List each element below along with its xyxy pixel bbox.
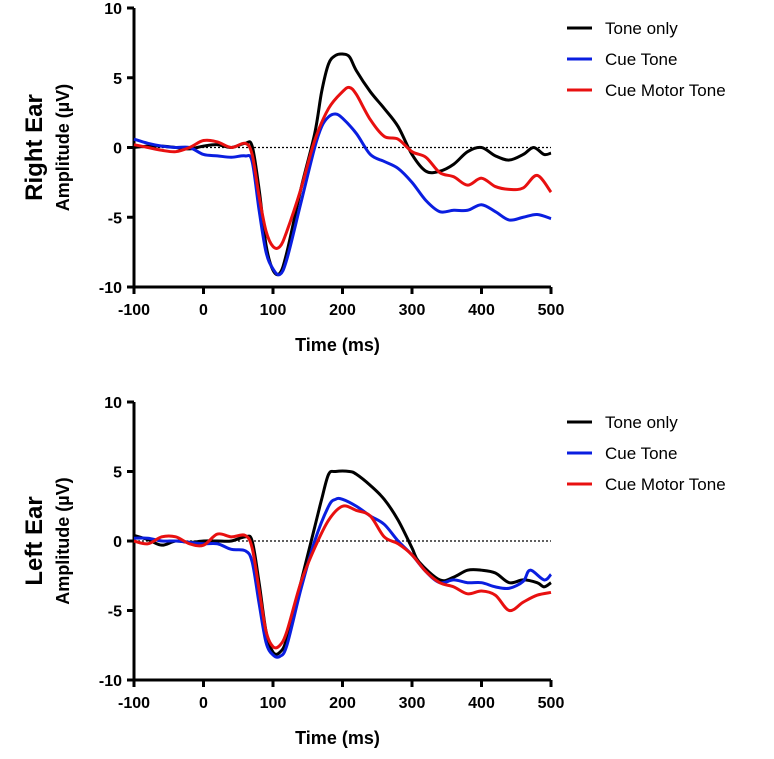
x-axis-label: Time (ms) [295,728,380,748]
y-tick-label: 10 [104,395,122,412]
series-line-cue-tone [133,112,552,277]
x-tick-label: 500 [538,695,565,712]
panel-right-ear: 10 5 0 -5 -10 -100 0 100 200 300 400 500 Time (ms) Am… [21,1,726,355]
x-tick-label: 400 [468,302,495,319]
legend-label: Cue Motor Tone [605,81,726,100]
y-axis-label: Amplitude (µV) [53,477,73,604]
legend-label: Cue Tone [605,444,677,463]
x-tick-label: 300 [399,302,426,319]
y-tick-label: 10 [104,1,122,18]
panel-label: Right Ear [21,94,48,201]
x-tick-label: 300 [399,695,426,712]
x-tick-label: 100 [260,302,287,319]
x-tick-label: 200 [329,695,356,712]
series-line-cue-motor-tone [133,85,553,250]
y-tick-label: -5 [108,604,122,621]
x-tick-label: 200 [329,302,356,319]
series-line-cue-motor-tone [133,504,552,650]
legend-label: Tone only [605,413,678,432]
x-tick-label: -100 [118,695,150,712]
y-tick-label: 5 [113,465,122,482]
y-tick-label: 5 [113,71,122,88]
x-tick-label: 400 [468,695,495,712]
legend-label: Cue Motor Tone [605,475,726,494]
x-tick-label: 500 [538,302,565,319]
y-tick-label: 0 [113,534,122,551]
legend-label: Tone only [605,19,678,38]
series-line-cue-tone [133,496,553,659]
y-tick-label: -10 [99,280,122,297]
x-tick-label: 0 [199,302,208,319]
legend-label: Cue Tone [605,50,677,69]
y-tick-label: -5 [108,210,122,227]
panel-left-ear: 10 5 0 -5 -10 -100 0 100 200 300 400 500 Time (ms) Am… [21,395,726,748]
x-tick-label: 0 [199,695,208,712]
series-line-tone-only [133,52,552,277]
series-line-tone-only [133,469,552,656]
x-axis-label: Time (ms) [295,335,380,355]
x-tick-label: 100 [260,695,287,712]
y-axis-label: Amplitude (µV) [53,84,73,211]
y-tick-label: 0 [113,141,122,158]
panel-label: Left Ear [21,496,48,585]
x-tick-label: -100 [118,302,150,319]
y-tick-label: -10 [99,673,122,690]
